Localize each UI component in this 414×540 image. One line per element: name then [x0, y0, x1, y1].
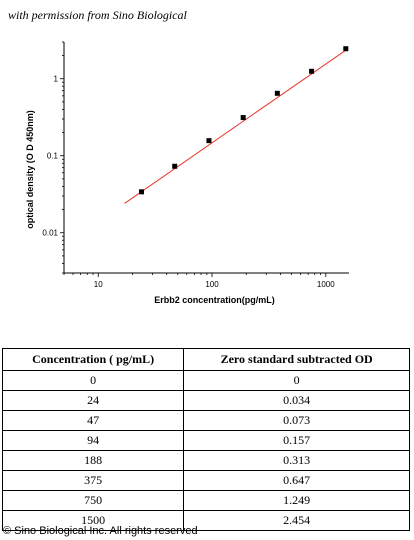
x-tick-label: 10: [94, 280, 103, 289]
cell-concentration: 1500: [1, 510, 185, 531]
header-od: Zero standard subtracted OD: [183, 348, 410, 371]
data-point: [274, 90, 280, 96]
permission-note: with permission from Sino Biological: [8, 8, 187, 22]
cell-od: 0.034: [183, 390, 410, 411]
x-tick-label: 1000: [317, 280, 335, 289]
cell-concentration: 0: [1, 370, 185, 391]
header-concentration: Concentration ( pg/mL): [1, 348, 185, 371]
cell-od: 0: [183, 370, 410, 391]
data-point: [172, 163, 178, 169]
cell-concentration: 375: [1, 470, 185, 491]
x-tick-label: 100: [205, 280, 219, 289]
fit-line-group: [124, 49, 347, 204]
table-row: 47 0.073: [1, 410, 410, 431]
cell-concentration: 188: [1, 450, 185, 471]
fit-line: [124, 49, 347, 204]
data-points-group: [139, 46, 349, 195]
data-point: [240, 115, 246, 121]
table-row: 24 0.034: [1, 390, 410, 411]
cell-od: 2.454: [183, 510, 410, 531]
data-point: [139, 189, 145, 195]
data-point: [309, 68, 315, 74]
data-point: [343, 46, 349, 52]
cell-od: 0.157: [183, 430, 410, 451]
chart-axes: 10 100 1000 0.01 0.1 1: [42, 41, 349, 289]
table-row: 750 1.249: [1, 490, 410, 511]
y-tick-label: 1: [54, 75, 59, 84]
data-point: [206, 138, 212, 144]
table-row: 188 0.313: [1, 450, 410, 471]
table-row: 1500 2.454: [1, 510, 410, 531]
table-header-row: Concentration ( pg/mL) Zero standard sub…: [1, 348, 410, 371]
table-row: 94 0.157: [1, 430, 410, 451]
cell-od: 0.073: [183, 410, 410, 431]
y-axis-label: optical density (O D 450nm): [25, 110, 35, 229]
copyright-text: © Sino Biological Inc. All rights reserv…: [3, 525, 198, 537]
cell-concentration: 94: [1, 430, 185, 451]
cell-od: 1.249: [183, 490, 410, 511]
x-axis-label: Erbb2 concentration(pg/mL): [154, 295, 275, 305]
cell-od: 0.647: [183, 470, 410, 491]
cell-concentration: 750: [1, 490, 185, 511]
cell-concentration: 24: [1, 390, 185, 411]
od-data-table: Concentration ( pg/mL) Zero standard sub…: [1, 348, 410, 531]
od-standard-curve-chart: 10 100 1000 0.01 0.1 1 Erbb2 concentration(pg…: [25, 41, 349, 305]
y-tick-label: 0.1: [47, 152, 59, 161]
y-tick-label: 0.01: [42, 229, 58, 238]
cell-concentration: 47: [1, 410, 185, 431]
table-row: 375 0.647: [1, 470, 410, 491]
cell-od: 0.313: [183, 450, 410, 471]
